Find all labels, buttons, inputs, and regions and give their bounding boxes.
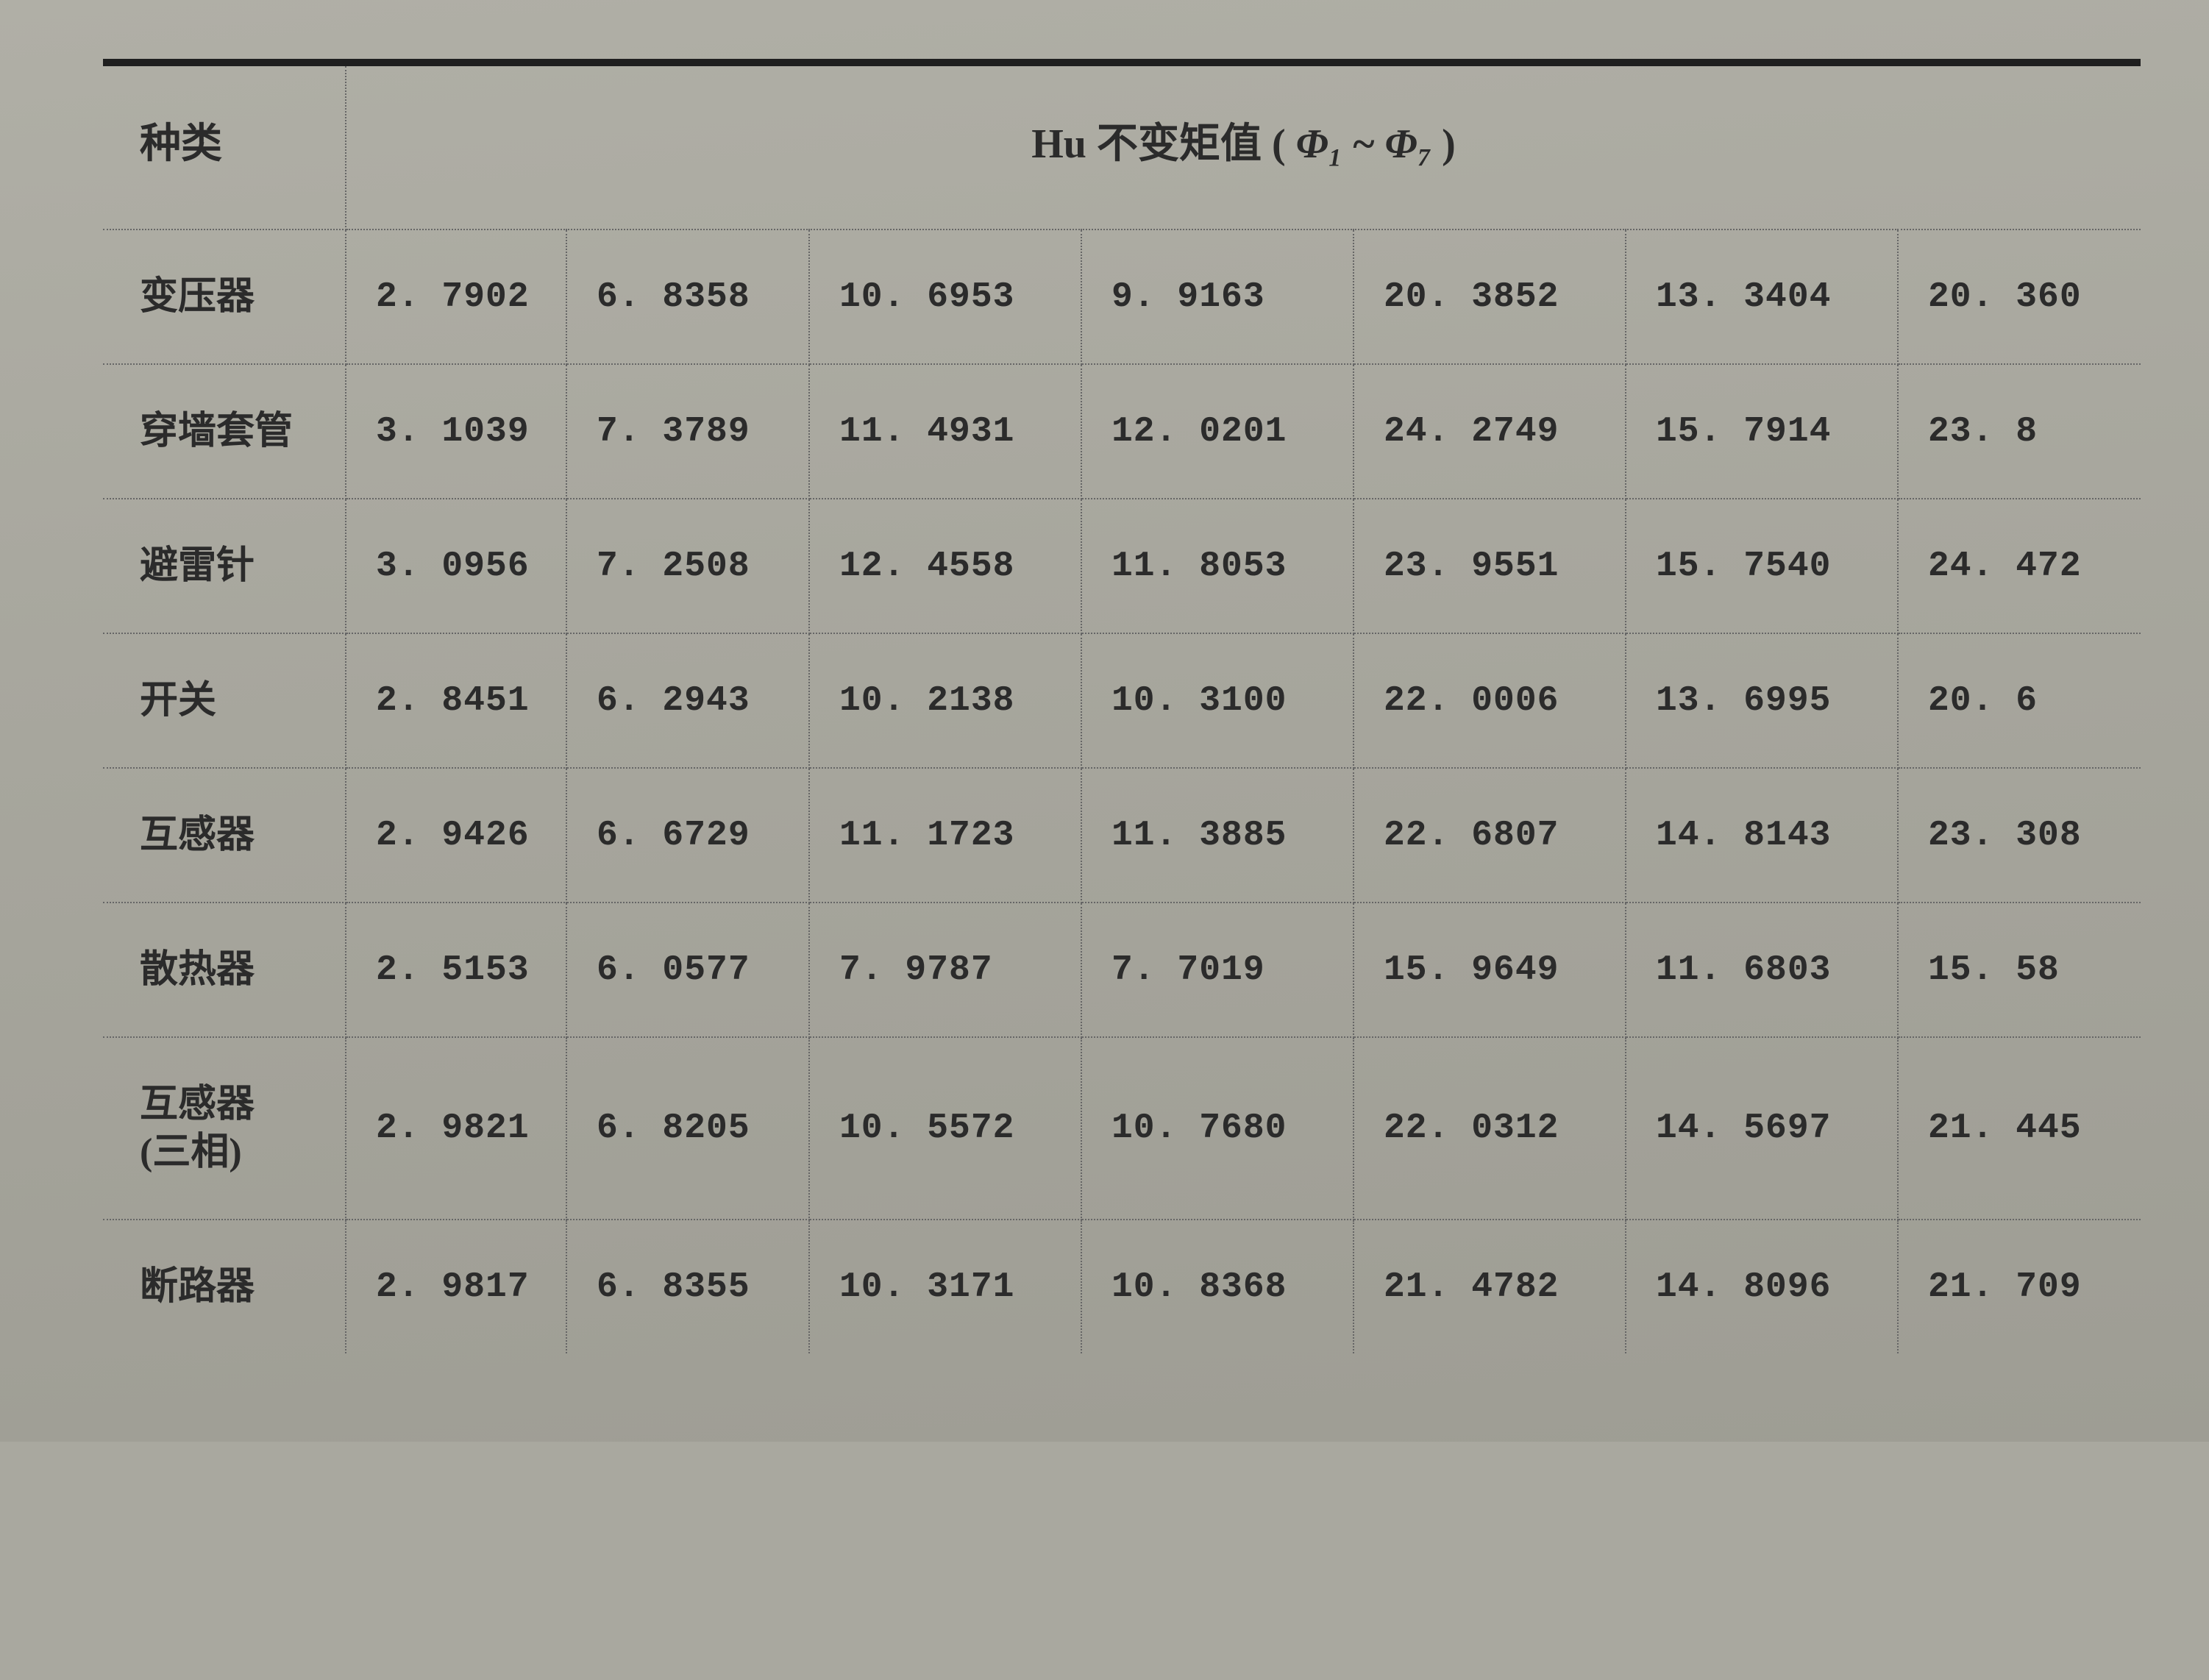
phi1-symbol: Φ₁	[1296, 121, 1343, 167]
cell-value: 21. 709	[1898, 1220, 2141, 1353]
table-row: 散热器2. 51536. 05777. 97877. 701915. 96491…	[103, 903, 2141, 1037]
cell-value: 22. 6807	[1353, 768, 1626, 903]
cell-value: 10. 2138	[809, 633, 1081, 768]
cell-value: 10. 8368	[1081, 1220, 1353, 1353]
cell-value: 24. 2749	[1353, 364, 1626, 499]
cell-value: 10. 5572	[809, 1037, 1081, 1220]
table-row: 互感器 (三相)2. 98216. 820510. 557210. 768022…	[103, 1037, 2141, 1220]
cell-value: 15. 9649	[1353, 903, 1626, 1037]
cell-value: 12. 0201	[1081, 364, 1353, 499]
cell-value: 22. 0006	[1353, 633, 1626, 768]
cell-value: 13. 3404	[1626, 229, 1898, 364]
cell-value: 10. 3171	[809, 1220, 1081, 1353]
hu-moments-table: 种类 Hu 不变矩值 ( Φ₁ ~ Φ₇ ) 变压器2. 79026. 8358…	[103, 59, 2141, 1353]
cell-value: 21. 4782	[1353, 1220, 1626, 1353]
page: 种类 Hu 不变矩值 ( Φ₁ ~ Φ₇ ) 变压器2. 79026. 8358…	[0, 0, 2209, 1442]
cell-value: 2. 5153	[346, 903, 566, 1037]
cell-value: 20. 360	[1898, 229, 2141, 364]
col-header-group: Hu 不变矩值 ( Φ₁ ~ Φ₇ )	[346, 63, 2141, 229]
cell-value: 6. 8205	[566, 1037, 809, 1220]
cell-value: 23. 308	[1898, 768, 2141, 903]
cell-value: 3. 0956	[346, 499, 566, 633]
group-label-suffix: )	[1431, 121, 1456, 167]
phi7-symbol: Φ₇	[1384, 121, 1431, 167]
table-row: 断路器2. 98176. 835510. 317110. 836821. 478…	[103, 1220, 2141, 1353]
cell-value: 7. 3789	[566, 364, 809, 499]
group-label-tilde: ~	[1342, 121, 1384, 167]
cell-value: 10. 6953	[809, 229, 1081, 364]
row-label: 开关	[103, 633, 346, 768]
row-label: 穿墙套管	[103, 364, 346, 499]
cell-value: 23. 9551	[1353, 499, 1626, 633]
cell-value: 2. 7902	[346, 229, 566, 364]
cell-value: 14. 8143	[1626, 768, 1898, 903]
cell-value: 11. 4931	[809, 364, 1081, 499]
cell-value: 3. 1039	[346, 364, 566, 499]
row-label: 互感器	[103, 768, 346, 903]
row-label: 断路器	[103, 1220, 346, 1353]
cell-value: 11. 6803	[1626, 903, 1898, 1037]
cell-value: 20. 3852	[1353, 229, 1626, 364]
cell-value: 6. 8355	[566, 1220, 809, 1353]
cell-value: 21. 445	[1898, 1037, 2141, 1220]
cell-value: 15. 7914	[1626, 364, 1898, 499]
cell-value: 15. 7540	[1626, 499, 1898, 633]
cell-value: 6. 8358	[566, 229, 809, 364]
cell-value: 2. 9817	[346, 1220, 566, 1353]
cell-value: 7. 9787	[809, 903, 1081, 1037]
cell-value: 23. 8	[1898, 364, 2141, 499]
col-header-category: 种类	[103, 63, 346, 229]
cell-value: 15. 58	[1898, 903, 2141, 1037]
cell-value: 24. 472	[1898, 499, 2141, 633]
table-row: 开关2. 84516. 294310. 213810. 310022. 0006…	[103, 633, 2141, 768]
cell-value: 20. 6	[1898, 633, 2141, 768]
row-label: 散热器	[103, 903, 346, 1037]
cell-value: 14. 8096	[1626, 1220, 1898, 1353]
group-label-prefix: Hu 不变矩值 (	[1031, 121, 1295, 167]
cell-value: 10. 7680	[1081, 1037, 1353, 1220]
cell-value: 9. 9163	[1081, 229, 1353, 364]
cell-value: 6. 6729	[566, 768, 809, 903]
table-row: 变压器2. 79026. 835810. 69539. 916320. 3852…	[103, 229, 2141, 364]
cell-value: 13. 6995	[1626, 633, 1898, 768]
row-label: 变压器	[103, 229, 346, 364]
table-row: 穿墙套管3. 10397. 378911. 493112. 020124. 27…	[103, 364, 2141, 499]
cell-value: 2. 8451	[346, 633, 566, 768]
cell-value: 2. 9821	[346, 1037, 566, 1220]
cell-value: 7. 2508	[566, 499, 809, 633]
cell-value: 6. 0577	[566, 903, 809, 1037]
cell-value: 12. 4558	[809, 499, 1081, 633]
cell-value: 11. 8053	[1081, 499, 1353, 633]
cell-value: 10. 3100	[1081, 633, 1353, 768]
cell-value: 11. 3885	[1081, 768, 1353, 903]
row-label: 避雷针	[103, 499, 346, 633]
cell-value: 2. 9426	[346, 768, 566, 903]
cell-value: 7. 7019	[1081, 903, 1353, 1037]
row-label: 互感器 (三相)	[103, 1037, 346, 1220]
table-row: 互感器2. 94266. 672911. 172311. 388522. 680…	[103, 768, 2141, 903]
cell-value: 22. 0312	[1353, 1037, 1626, 1220]
table-body: 变压器2. 79026. 835810. 69539. 916320. 3852…	[103, 229, 2141, 1353]
table-row: 避雷针3. 09567. 250812. 455811. 805323. 955…	[103, 499, 2141, 633]
cell-value: 11. 1723	[809, 768, 1081, 903]
cell-value: 6. 2943	[566, 633, 809, 768]
cell-value: 14. 5697	[1626, 1037, 1898, 1220]
